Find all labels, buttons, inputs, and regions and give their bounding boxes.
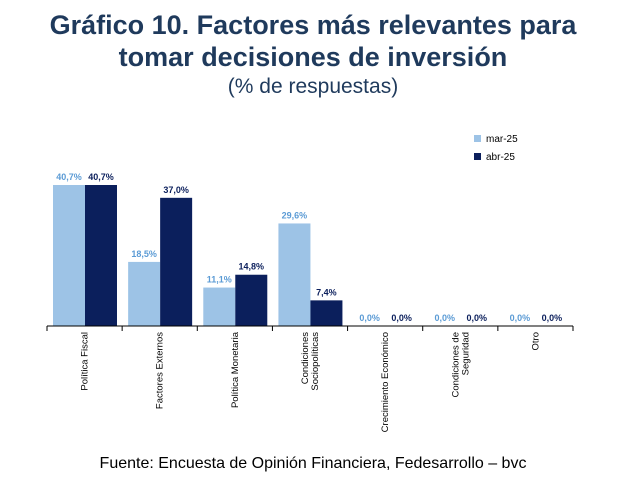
category-label-line: Política Fiscal	[80, 332, 91, 391]
category-label-line: Otro	[530, 332, 541, 350]
bar-abr-25-3	[310, 300, 343, 326]
data-label-abr-25-6: 0,0%	[542, 313, 563, 323]
data-label-abr-25-2: 14,8%	[239, 262, 265, 272]
chart-subtitle: (% de respuestas)	[227, 75, 399, 98]
legend-label-abr-25: abr-25	[486, 152, 515, 163]
data-label-mar-25-4: 0,0%	[359, 313, 380, 323]
bar-abr-25-1	[160, 197, 193, 326]
data-label-mar-25-2: 11,1%	[207, 275, 232, 285]
category-label-line: Crecimiento Económico	[380, 332, 391, 432]
data-label-mar-25-6: 0,0%	[510, 313, 531, 323]
chart-title-line2: tomar decisiones de inversión	[118, 42, 508, 72]
chart-source: Fuente: Encuesta de Opinión Financiera, …	[99, 455, 527, 472]
category-label-0: Política Fiscal	[80, 332, 91, 391]
category-label-line: Factores Externos	[155, 332, 166, 409]
category-label-line: Sociopolíticas	[310, 332, 321, 391]
data-label-mar-25-3: 29,6%	[282, 210, 308, 220]
category-label-2: Política Monetaria	[230, 331, 241, 408]
category-label-line: Política Monetaria	[230, 331, 241, 408]
data-label-mar-25-0: 40,7%	[56, 172, 82, 182]
category-label-5: Condiciones deSeguridad	[450, 332, 471, 398]
data-label-abr-25-0: 40,7%	[88, 172, 114, 182]
category-label-1: Factores Externos	[155, 332, 166, 409]
bar-mar-25-3	[278, 223, 311, 326]
bar-abr-25-0	[85, 185, 117, 326]
legend-label-mar-25: mar-25	[486, 134, 518, 145]
category-label-line: Condiciones	[300, 332, 311, 385]
chart-title-line1: Gráfico 10. Factores más relevantes para	[49, 10, 577, 40]
data-label-abr-25-1: 37,0%	[163, 185, 189, 195]
bar-abr-25-2	[235, 274, 268, 326]
category-label-4: Crecimiento Económico	[380, 332, 391, 432]
data-label-mar-25-5: 0,0%	[434, 313, 455, 323]
data-label-abr-25-4: 0,0%	[391, 313, 412, 323]
category-label-3: CondicionesSociopolíticas	[300, 332, 321, 391]
legend-swatch-abr-25	[474, 153, 481, 160]
data-label-mar-25-1: 18,5%	[131, 249, 157, 259]
bar-mar-25-1	[128, 261, 161, 326]
legend-swatch-mar-25	[474, 135, 481, 142]
bar-mar-25-0	[53, 185, 85, 326]
bar-mar-25-2	[203, 287, 236, 326]
category-label-6: Otro	[530, 332, 541, 350]
category-label-line: Condiciones de	[450, 332, 461, 398]
data-label-abr-25-3: 7,4%	[316, 287, 337, 297]
category-label-line: Seguridad	[460, 332, 471, 375]
data-label-abr-25-5: 0,0%	[466, 313, 487, 323]
